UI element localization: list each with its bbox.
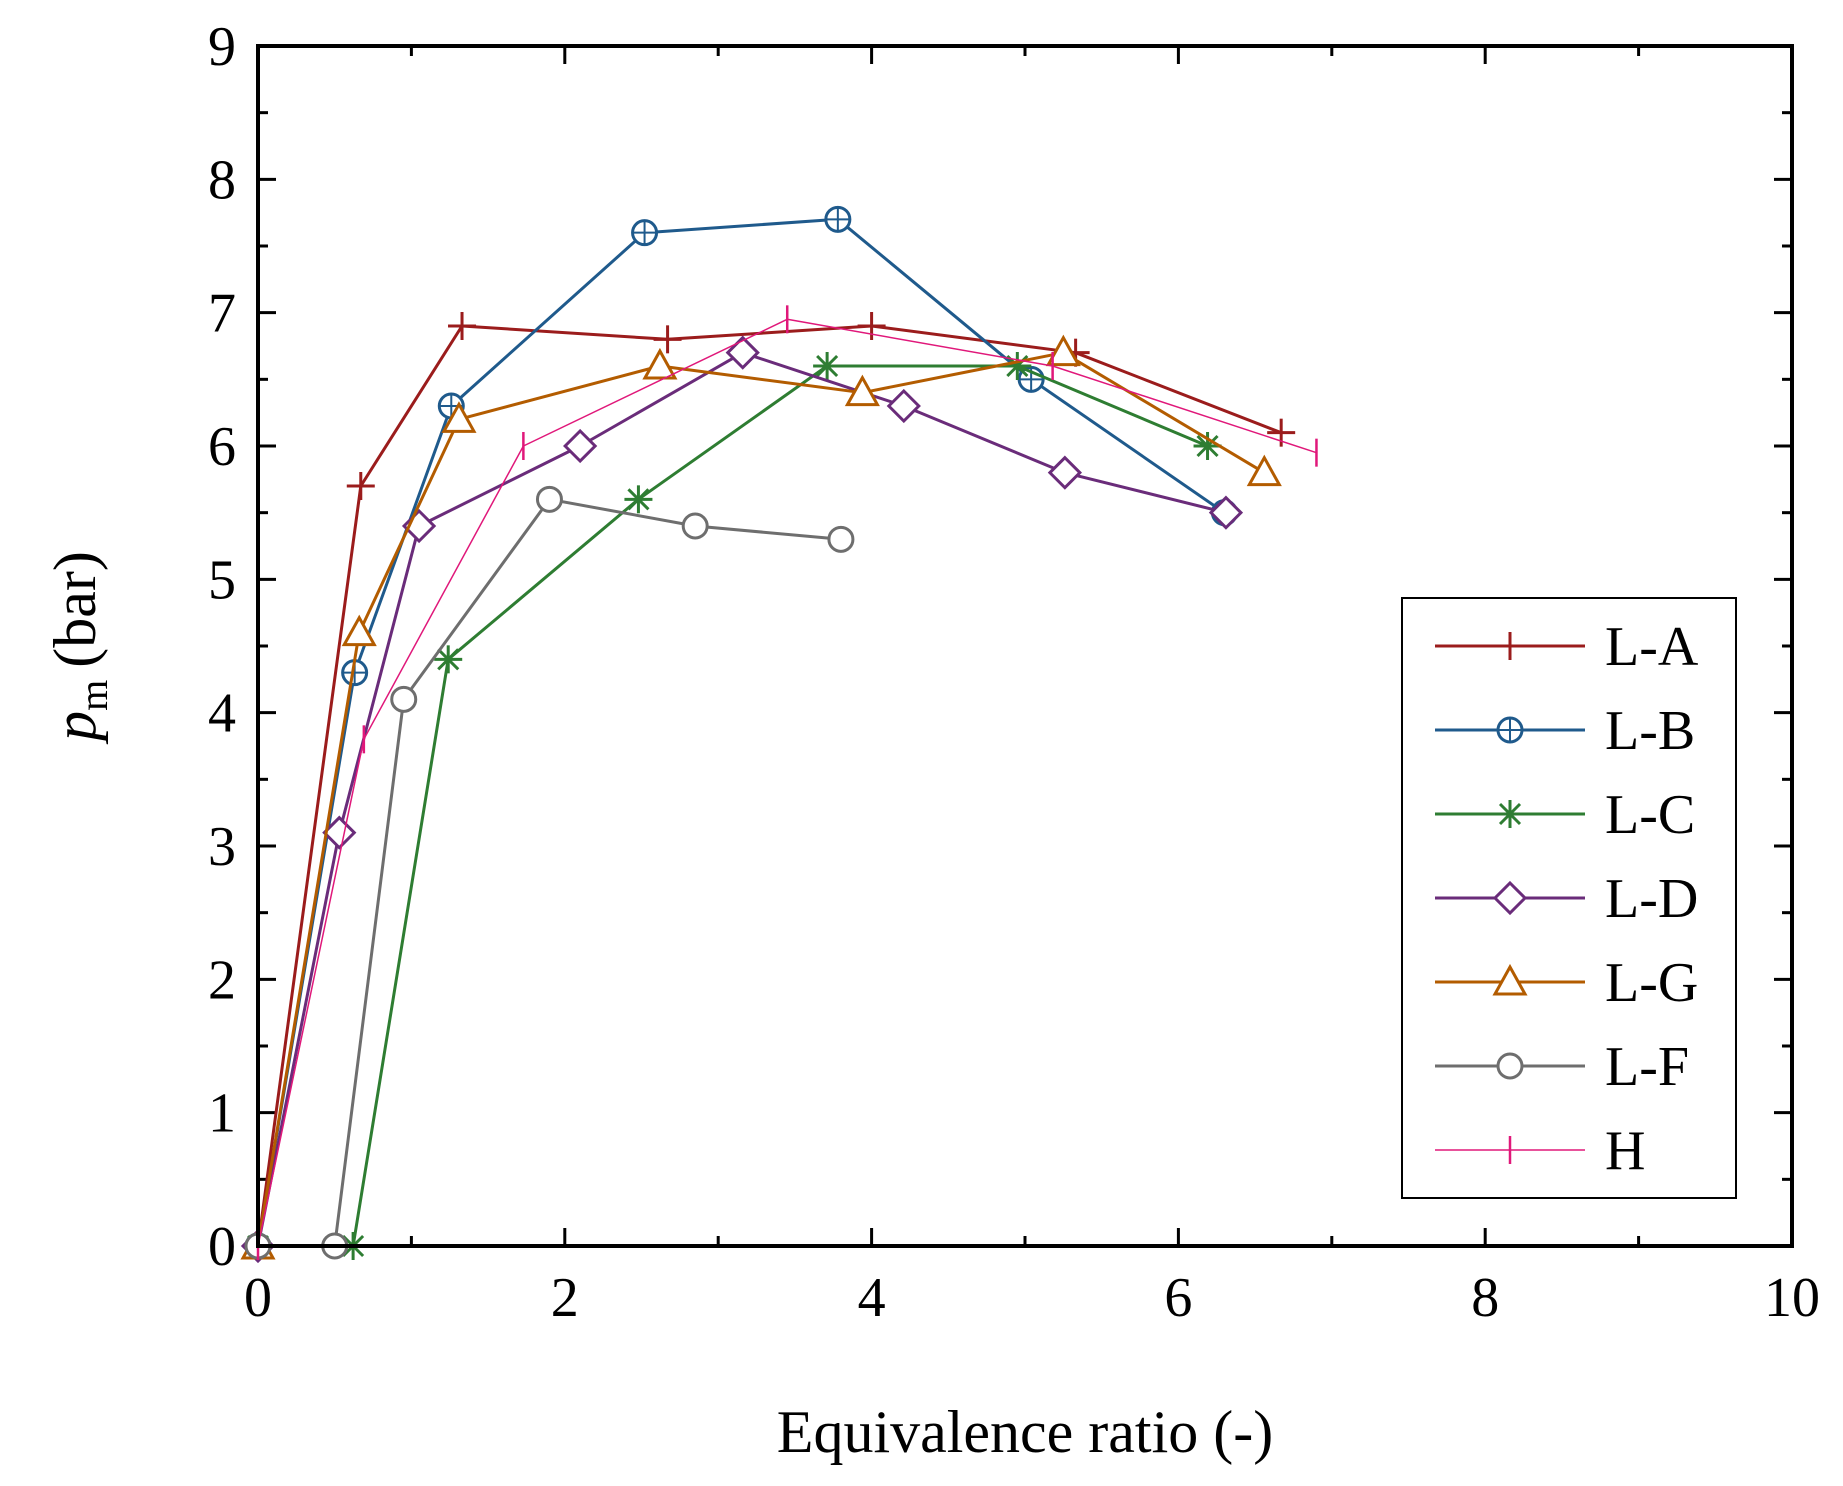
data-point-l-d xyxy=(322,815,357,850)
data-point-l-g xyxy=(1246,454,1282,487)
data-point-l-a xyxy=(1267,418,1296,447)
series-l-d xyxy=(240,335,1244,1264)
series-l-g xyxy=(240,334,1282,1260)
data-point-l-b xyxy=(824,205,852,233)
y-tick-label: 1 xyxy=(208,1083,236,1145)
data-point-l-b xyxy=(631,219,659,247)
y-axis-title-sub: m xyxy=(71,680,116,711)
data-point-l-d xyxy=(725,335,760,370)
legend-marker-l-f xyxy=(1496,1052,1524,1080)
data-point-l-c xyxy=(1193,432,1222,460)
data-point-l-c xyxy=(813,352,842,380)
legend-label-l-a: L-A xyxy=(1605,616,1699,678)
data-point-l-g xyxy=(341,614,377,647)
legend-label-h: H xyxy=(1605,1120,1645,1182)
y-tick-label: 0 xyxy=(208,1216,236,1278)
legend-marker-l-c xyxy=(1496,800,1524,828)
legend-marker-l-g xyxy=(1492,963,1528,996)
data-point-l-f xyxy=(681,512,709,540)
legend-marker-l-a xyxy=(1496,632,1524,660)
legend-entry-h: H xyxy=(1435,1120,1645,1182)
y-tick-label: 7 xyxy=(208,283,236,345)
series-line-h xyxy=(257,318,1317,1247)
legend-label-l-b: L-B xyxy=(1605,700,1695,762)
series-line-l-f xyxy=(258,497,842,1248)
data-point-l-g xyxy=(642,347,678,380)
data-point-l-c xyxy=(434,645,463,674)
x-tick-label: 0 xyxy=(244,1267,272,1329)
series-line-l-c xyxy=(258,364,1209,1248)
x-tick-label: 2 xyxy=(551,1267,579,1329)
x-tick-label: 6 xyxy=(1164,1267,1192,1329)
series-h xyxy=(256,305,1318,1260)
data-point-l-g xyxy=(441,401,477,433)
data-point-l-a xyxy=(346,472,375,500)
series-layer xyxy=(240,205,1318,1264)
legend-marker-l-d xyxy=(1492,880,1528,916)
x-tick-label: 4 xyxy=(858,1267,886,1329)
y-tick-label: 5 xyxy=(208,549,236,611)
data-point-l-d xyxy=(563,428,598,464)
data-point-l-a xyxy=(448,312,477,340)
legend-label-l-g: L-G xyxy=(1605,952,1698,1014)
legend-label-l-c: L-C xyxy=(1605,784,1695,846)
legend-marker-l-b xyxy=(1496,716,1524,744)
y-tick-label: 4 xyxy=(208,683,236,745)
legend-entry-l-g: L-G xyxy=(1435,952,1698,1014)
data-point-l-c xyxy=(1003,352,1032,380)
legend-label-l-d: L-D xyxy=(1605,868,1698,930)
legend-entry-l-c: L-C xyxy=(1435,784,1695,846)
data-point-l-a xyxy=(653,325,682,354)
data-point-l-d xyxy=(1047,455,1083,490)
data-point-l-d xyxy=(886,388,921,424)
series-line-l-b xyxy=(256,217,1226,1247)
legend-entry-l-b: L-B xyxy=(1435,700,1695,762)
y-tick-label: 8 xyxy=(208,149,236,211)
series-l-f xyxy=(244,485,855,1260)
x-tick-label: 10 xyxy=(1764,1267,1820,1329)
legend-entry-l-a: L-A xyxy=(1435,616,1699,678)
series-line-l-d xyxy=(256,351,1227,1247)
y-axis-title-unit: (bar) xyxy=(42,551,108,668)
data-point-l-d xyxy=(1208,495,1244,530)
data-point-l-f xyxy=(827,525,855,553)
y-axis-title: pm (bar) xyxy=(42,551,116,745)
legend-entry-l-f: L-F xyxy=(1435,1036,1689,1098)
series-line-l-a xyxy=(256,324,1282,1247)
legend-items: L-A L-B L-C L-D L-G L-F H xyxy=(1435,616,1699,1182)
x-axis-title: Equivalence ratio (-) xyxy=(777,1399,1273,1465)
x-tick-label: 8 xyxy=(1471,1267,1499,1329)
y-tick-label: 3 xyxy=(208,816,236,878)
data-point-l-g xyxy=(844,374,880,407)
y-tick-label: 2 xyxy=(208,949,236,1011)
data-point-l-a xyxy=(857,312,886,340)
data-point-l-g xyxy=(1045,334,1081,367)
y-tick-label: 9 xyxy=(208,16,236,78)
legend-entry-l-d: L-D xyxy=(1435,868,1698,930)
plot-frame xyxy=(256,44,1794,1248)
y-tick-label: 6 xyxy=(208,416,236,478)
series-line-l-g xyxy=(256,351,1266,1247)
y-axis-title-main: p xyxy=(42,711,108,745)
legend: L-A L-B L-C L-D L-G L-F H xyxy=(1401,597,1737,1199)
tick-layer: 0 2 4 6 8 10 0 1 2 3 4 5 6 7 8 9 xyxy=(208,16,1820,1329)
legend-label-l-f: L-F xyxy=(1605,1036,1689,1098)
data-point-l-c xyxy=(624,485,653,514)
data-point-l-f xyxy=(535,485,563,513)
data-point-l-f xyxy=(390,685,418,713)
